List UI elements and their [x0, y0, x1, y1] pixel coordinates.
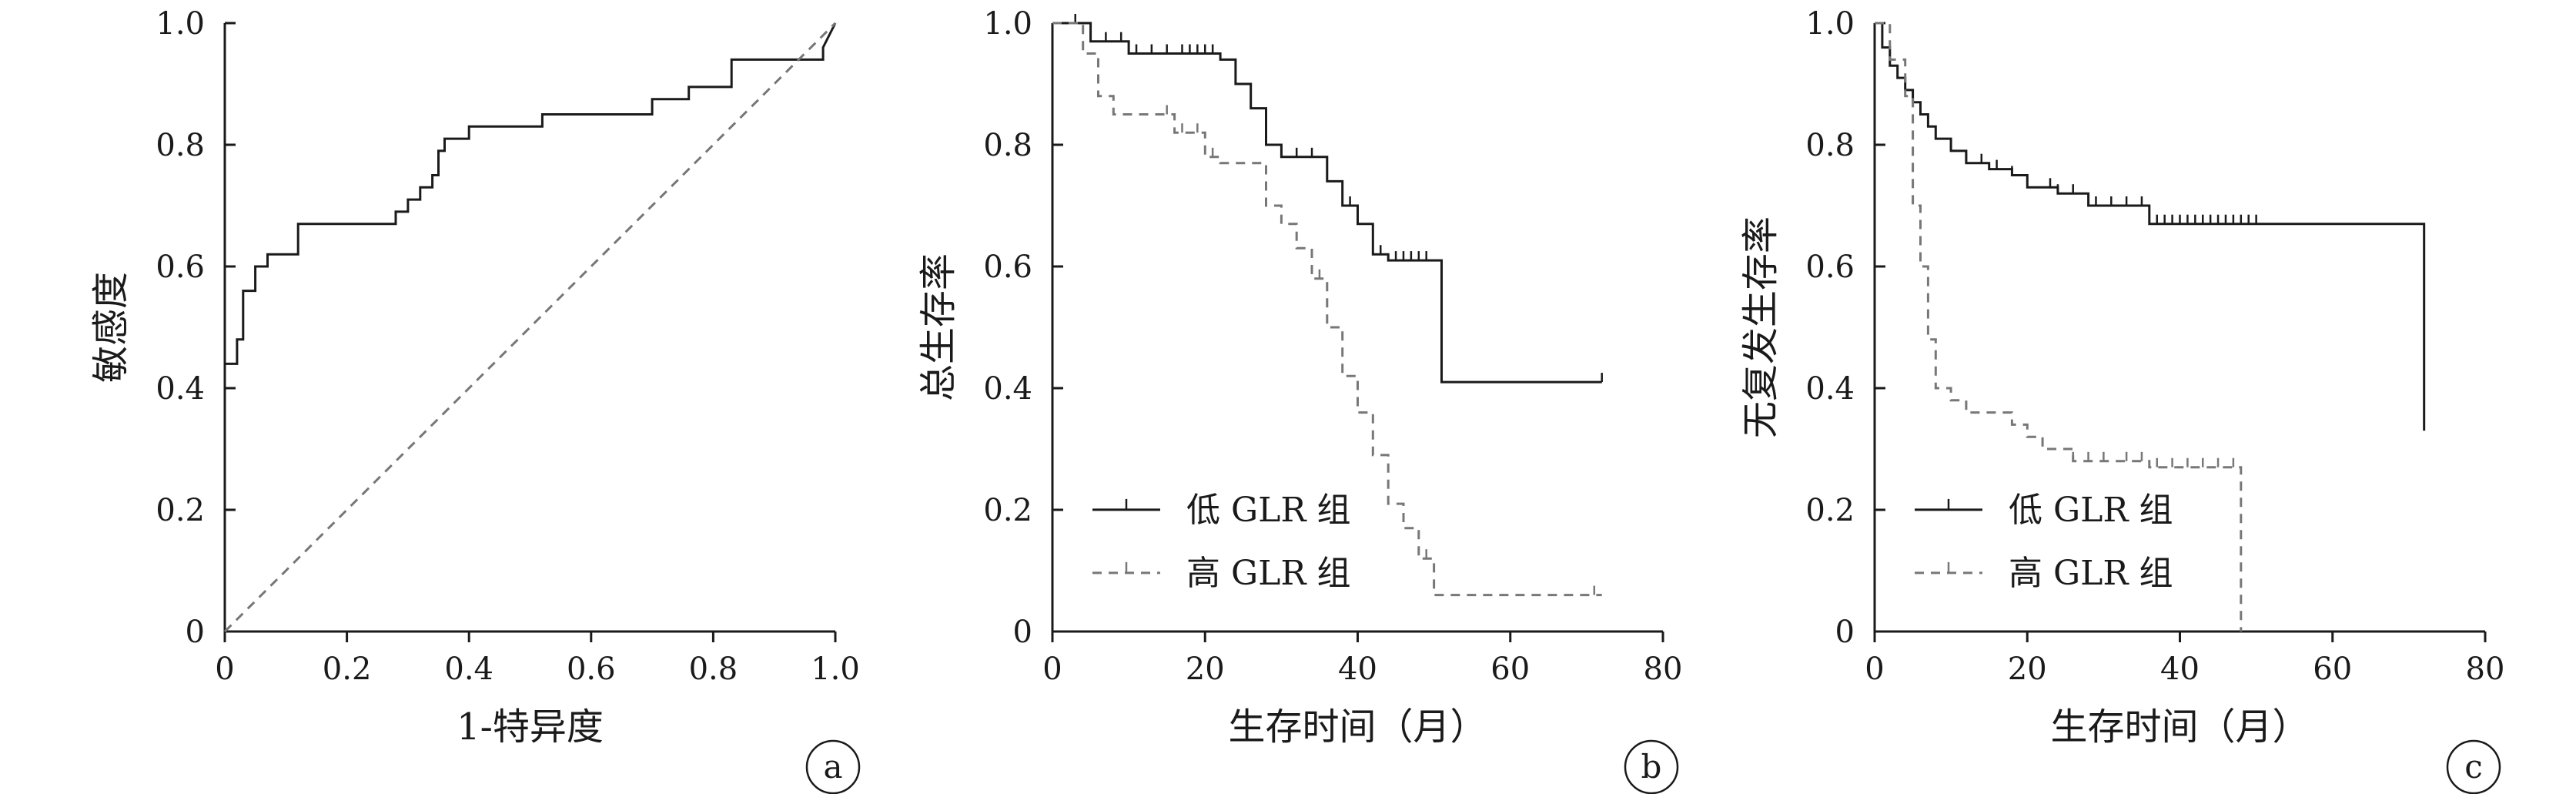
y-tick-label: 0.8: [156, 128, 205, 163]
x-tick-label: 20: [2008, 652, 2047, 687]
y-tick-label: 0.2: [983, 493, 1032, 528]
x-tick-label: 0.4: [444, 652, 493, 687]
x-tick-label: 0.8: [689, 652, 738, 687]
high-glr-series-line: [1052, 22, 1602, 597]
y-tick-label: 0: [186, 615, 205, 650]
x-tick-label: 0: [1865, 652, 1884, 687]
panel-tag-circle: [1624, 739, 1679, 794]
y-tick-label: 0.8: [983, 128, 1032, 163]
panel-tag-letter: a: [823, 748, 842, 786]
x-tick-label: 40: [1338, 652, 1377, 687]
x-tick-label: 0.2: [323, 652, 372, 687]
y-tick-label: 0.6: [983, 250, 1032, 285]
panel-tag-letter: c: [2464, 748, 2483, 786]
x-tick-label: 1.0: [811, 652, 860, 687]
panel-a-roc-chart: 0 0.2 0.4 0.6 0.8 1.0 0 0.2 0.4 0.6 0.8 1.0 1-特异度 敏感度…: [89, 6, 861, 794]
y-tick-label: 0.2: [1805, 493, 1855, 528]
x-axis-label: 生存时间（月）: [1228, 705, 1487, 749]
panel-tag-circle: [2446, 739, 2501, 794]
panel-tag-letter: b: [1641, 748, 1662, 786]
x-tick-label: 40: [2160, 652, 2200, 687]
y-tick-label: 0.6: [156, 250, 205, 285]
x-tick-label: 80: [1644, 652, 1683, 687]
reference-diagonal-line: [223, 22, 837, 633]
y-tick-label: 0: [1835, 615, 1855, 650]
legend-label: 高 GLR 组: [2009, 554, 2173, 593]
panel-tag-circle: [805, 739, 861, 794]
x-tick-label: 0: [1042, 652, 1062, 687]
y-tick-label: 0.4: [156, 371, 205, 407]
x-tick-label: 80: [2466, 652, 2505, 687]
y-tick-label: 0.4: [1805, 371, 1855, 407]
y-tick-label: 1.0: [156, 6, 205, 42]
y-tick-label: 0.4: [983, 371, 1032, 407]
x-axis-label: 生存时间（月）: [2050, 705, 2309, 749]
x-axis-label: 1-特异度: [457, 705, 604, 749]
y-tick-label: 1.0: [1805, 6, 1855, 42]
x-tick-label: 60: [2313, 652, 2352, 687]
high-glr-series-line: [1875, 22, 2243, 632]
panel-c-recurrence-free-survival-chart: 0 20 40 60 80 0 0.2 0.4 0.6 0.8 1.0 生存时间（月） 无复发生存率低 …: [1739, 6, 2505, 794]
y-tick-label: 0.8: [1805, 128, 1855, 163]
y-tick-label: 0: [1013, 615, 1032, 650]
x-tick-label: 20: [1186, 652, 1225, 687]
low-glr-series-line: [1052, 22, 1602, 384]
legend-label: 低 GLR 组: [1186, 491, 1350, 530]
legend-label: 高 GLR 组: [1186, 554, 1350, 593]
y-axis-label: 敏感度: [89, 272, 132, 383]
x-tick-label: 0: [215, 652, 234, 687]
x-tick-label: 0.6: [567, 652, 616, 687]
y-tick-label: 0.6: [1805, 250, 1855, 285]
y-tick-label: 1.0: [983, 6, 1032, 42]
y-axis-label: 总生存率: [917, 253, 960, 401]
x-tick-label: 60: [1490, 652, 1530, 687]
legend-label: 低 GLR 组: [2009, 491, 2173, 530]
y-axis-label: 无复发生存率: [1739, 216, 1782, 438]
y-tick-label: 0.2: [156, 493, 205, 528]
roc-curve-line: [223, 22, 837, 632]
low-glr-series-line: [1875, 22, 2426, 431]
